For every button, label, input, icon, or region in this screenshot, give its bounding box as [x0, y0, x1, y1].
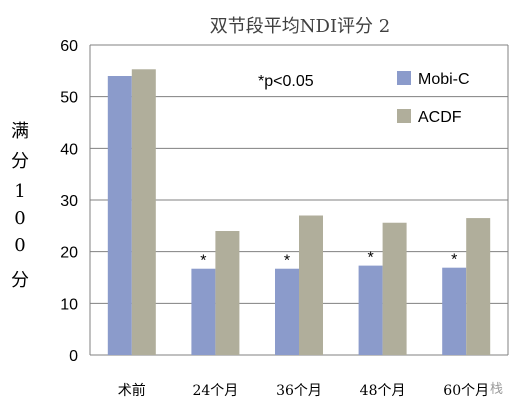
legend: Mobi-C ACDF [397, 71, 470, 126]
bar-mobi-c-2 [275, 268, 299, 355]
y-tick-label: 40 [60, 141, 78, 158]
y-axis-label-char: 0 [14, 208, 25, 229]
bar-acdf-3 [382, 222, 407, 355]
x-tick-label: 36个月 [276, 383, 322, 399]
y-axis-label-char: 0 [14, 235, 25, 256]
y-tick-label: 30 [60, 193, 78, 210]
significance-star: * [284, 253, 290, 270]
y-tick-label: 10 [60, 296, 78, 313]
bar-mobi-c-4 [442, 267, 467, 355]
significance-star: * [367, 250, 373, 267]
x-tick-label: 48个月 [360, 383, 406, 399]
x-axis-ticks: 术前 24个月 36个月 48个月 60个月 [118, 382, 489, 399]
chart-title: 双节段平均NDI评分 2 [210, 16, 390, 37]
bar-acdf-0 [131, 69, 156, 356]
watermark: 栈 [490, 382, 503, 397]
y-axis-ticks: 0 10 20 30 40 50 60 [60, 38, 78, 365]
x-tick-label: 60个月 [443, 383, 489, 399]
y-tick-label: 0 [69, 348, 78, 365]
y-axis-label-char: 分 [11, 270, 29, 291]
legend-swatch [397, 71, 411, 85]
bar-acdf-4 [466, 218, 491, 355]
significance-markers: * * * * [200, 250, 457, 270]
significance-annotation: *p<0.05 [258, 73, 314, 90]
y-axis-label-char: 1 [14, 181, 25, 202]
bar-acdf-2 [299, 215, 323, 355]
x-tick-label: 24个月 [192, 383, 238, 399]
y-tick-label: 50 [60, 90, 78, 107]
y-axis-label-char: 满 [11, 121, 29, 142]
y-tick-label: 20 [60, 245, 78, 262]
gridlines [89, 44, 509, 356]
legend-label: ACDF [418, 109, 462, 126]
legend-label: Mobi-C [418, 71, 470, 88]
bar-mobi-c-1 [191, 268, 216, 355]
y-axis-label-char: 分 [11, 151, 29, 172]
y-tick-label: 60 [60, 38, 78, 55]
bar-mobi-c-3 [358, 265, 383, 355]
significance-star: * [200, 253, 206, 270]
bars [107, 69, 491, 356]
bar-acdf-1 [215, 231, 240, 355]
legend-swatch [397, 109, 411, 123]
significance-star: * [451, 252, 457, 269]
bar-mobi-c-0 [107, 76, 132, 355]
x-tick-label: 术前 [118, 382, 146, 399]
